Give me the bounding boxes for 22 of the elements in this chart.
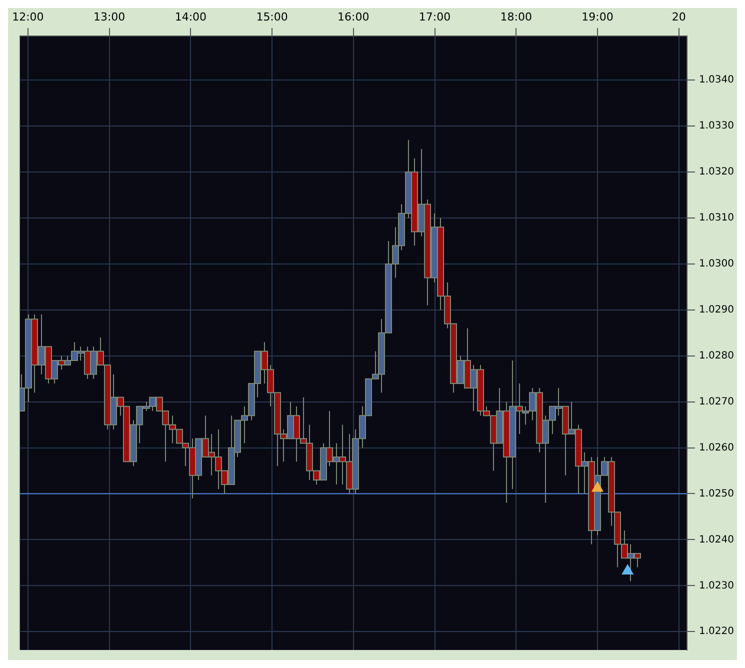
x-tick-label: 15:00 [256,10,288,24]
y-tick-label: 1.0250 [699,488,734,500]
x-tick-label: 13:00 [93,10,126,24]
y-tick-label: 1.0340 [699,74,734,86]
y-tick-label: 1.0280 [699,350,734,362]
y-tick-label: 1.0330 [699,120,734,132]
y-tick-label: 1.0320 [699,166,734,178]
y-tick-label: 1.0300 [699,258,734,270]
x-tick-label: 20 [672,10,686,24]
y-tick-label: 1.0230 [699,580,734,592]
x-tick-label: 12:00 [12,10,44,24]
y-tick-label: 1.0240 [699,534,734,546]
x-tick-label: 17:00 [418,10,451,24]
y-tick-label: 1.0270 [699,396,734,408]
y-tick-label: 1.0260 [699,442,734,454]
y-tick-label: 1.0310 [699,212,734,224]
y-tick-label: 1.0220 [699,626,734,638]
x-tick-label: 16:00 [338,10,370,24]
x-tick-label: 18:00 [500,10,532,24]
x-tick-label: 14:00 [174,10,207,24]
x-tick-label: 19:00 [582,10,614,24]
y-tick-label: 1.0290 [699,304,734,316]
